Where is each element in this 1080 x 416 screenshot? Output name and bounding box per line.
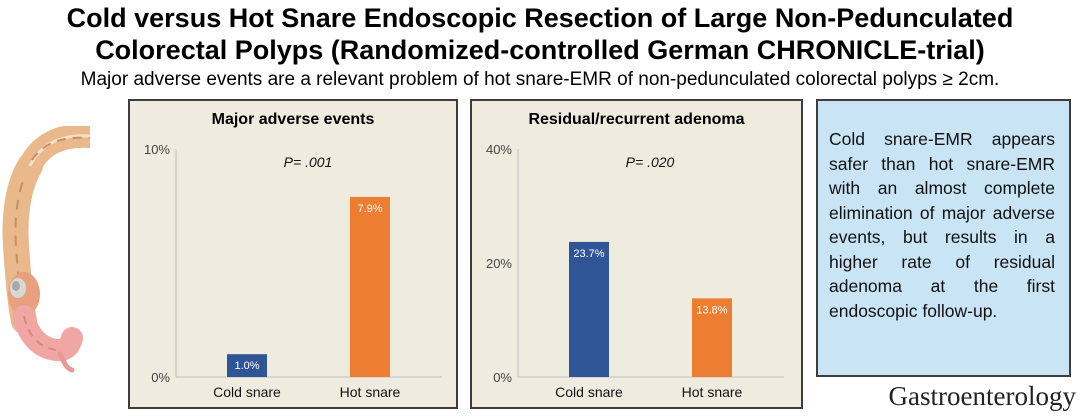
- chart-title: Major adverse events: [211, 111, 375, 128]
- bar: [227, 354, 267, 377]
- bar-chart-major-adverse-events: 0% 10% P= .001 1.0% Cold snare 7.9% Hot snare: [144, 142, 442, 400]
- journal-logo: Gastroenterology: [888, 381, 1076, 411]
- x-category-label: Hot snare: [682, 384, 743, 400]
- bar-value-label: 7.9%: [357, 203, 382, 215]
- x-category-label: Cold snare: [555, 384, 623, 400]
- y-tick-label: 0%: [493, 370, 512, 385]
- colon-anatomy-icon: [0, 123, 102, 376]
- bar: [569, 241, 609, 377]
- y-tick-label: 0%: [151, 370, 170, 385]
- title-line-1: Cold versus Hot Snare Endoscopic Resecti…: [66, 3, 1014, 33]
- y-tick-label: 40%: [486, 142, 512, 157]
- y-tick-label: 10%: [144, 142, 170, 157]
- conclusion-box: Cold snare-EMR appears safer than hot sn…: [816, 99, 1071, 377]
- bar: [692, 298, 732, 377]
- bar: [350, 196, 390, 377]
- bar-chart-residual-adenoma: 0% 20% 40% P= .020 23.7% Cold snare 13.8% Hot s…: [486, 142, 784, 400]
- title-line-2: Colorectal Polyps (Randomized-controlled…: [95, 35, 985, 65]
- chart-panel-residual-adenoma: Residual/recurrent adenoma 0% 20% 40% P= .0…: [470, 99, 803, 409]
- bar-value-label: 23.7%: [573, 248, 604, 260]
- bar-value-label: 1.0%: [234, 360, 259, 372]
- x-category-label: Cold snare: [213, 384, 281, 400]
- page-subtitle: Major adverse events are a relevant prob…: [80, 69, 1000, 90]
- chart-title: Residual/recurrent adenoma: [528, 111, 745, 128]
- page-title: Cold versus Hot Snare Endoscopic Resecti…: [0, 2, 1080, 66]
- x-category-label: Hot snare: [340, 384, 401, 400]
- conclusion-text: Cold snare-EMR appears safer than hot sn…: [829, 129, 1055, 321]
- y-tick-label: 20%: [486, 256, 512, 271]
- bar-value-label: 13.8%: [696, 304, 727, 316]
- chart-panel-major-adverse-events: Major adverse events 0% 10% P= .001 1.0% Col…: [128, 99, 458, 409]
- p-value-annotation: P= .001: [284, 154, 333, 170]
- p-value-annotation: P= .020: [626, 154, 675, 170]
